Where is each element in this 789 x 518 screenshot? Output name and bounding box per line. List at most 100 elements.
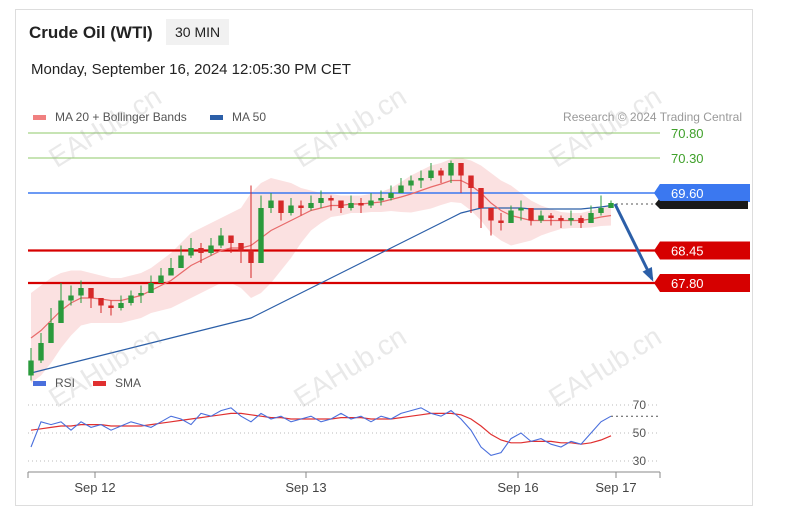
candle-body: [408, 180, 414, 186]
x-tick-label: Sep 16: [497, 480, 538, 495]
candle-body: [188, 248, 194, 256]
candle-body: [558, 218, 564, 221]
candle-body: [98, 298, 104, 306]
candle-body: [348, 203, 354, 208]
instrument-title: Crude Oil (WTI): [29, 23, 153, 42]
candle-body: [538, 215, 544, 221]
watermark-text: EAHub.cn: [43, 80, 166, 173]
timeframe-badge[interactable]: 30 MIN: [166, 19, 230, 45]
candle-body: [458, 163, 464, 176]
candle-body: [318, 198, 324, 203]
candle-body: [118, 303, 124, 308]
x-tick-label: Sep 13: [285, 480, 326, 495]
candle-body: [258, 208, 264, 263]
candle-body: [248, 250, 254, 263]
candle-body: [368, 200, 374, 206]
candle-body: [108, 305, 114, 308]
candle-body: [128, 295, 134, 303]
candle-body: [508, 210, 514, 223]
ma50-line: [30, 204, 612, 374]
candle-body: [288, 205, 294, 213]
ma20-swatch: [33, 114, 46, 120]
candle-body: [278, 200, 284, 213]
candle-body: [518, 208, 524, 211]
projection-arrow-head: [642, 267, 654, 282]
candle-body: [488, 208, 494, 221]
x-tick-label: Sep 17: [595, 480, 636, 495]
candle-body: [228, 235, 234, 243]
research-credit: Research © 2024 Trading Central: [563, 110, 742, 124]
legend-label-sma: SMA: [115, 376, 142, 390]
rsi-tick-50: 50: [633, 426, 647, 440]
candle-body: [608, 203, 614, 208]
candles: [28, 160, 614, 381]
rsi-line: [30, 407, 612, 457]
legend-label-ma50: MA 50: [232, 110, 267, 124]
candle-body: [138, 293, 144, 296]
datetime-label: Monday, September 16, 2024 12:05:30 PM C…: [31, 61, 351, 78]
candle-body: [238, 243, 244, 251]
watermark-text: EAHub.cn: [288, 80, 411, 173]
candle-body: [28, 360, 34, 376]
legend-item-sma[interactable]: SMA: [93, 376, 141, 390]
candle-body: [498, 220, 504, 223]
candle-body: [148, 283, 154, 293]
candle-body: [528, 208, 534, 221]
level-label-70.80: 70.80: [671, 126, 704, 141]
ma50-swatch: [210, 114, 223, 120]
projection-arrow-shaft: [613, 203, 654, 280]
candle-body: [388, 193, 394, 198]
candle-body: [158, 275, 164, 283]
watermark-text: EAHub.cn: [543, 320, 666, 413]
candle-body: [268, 200, 274, 208]
candle-body: [418, 178, 424, 181]
legend-item-ma50[interactable]: MA 50: [210, 110, 266, 124]
candle-body: [548, 215, 554, 218]
x-tick-label: Sep 12: [74, 480, 115, 495]
legend-label-ma20: MA 20 + Bollinger Bands: [55, 110, 187, 124]
rsi-swatch: [33, 380, 46, 386]
candle-body: [308, 203, 314, 208]
candle-body: [338, 200, 344, 208]
pivot-tag-front: [654, 184, 750, 201]
candle-body: [448, 163, 454, 176]
legend-item-ma20[interactable]: MA 20 + Bollinger Bands: [33, 110, 187, 124]
candle-body: [468, 175, 474, 188]
watermark-text: EAHub.cn: [543, 80, 666, 173]
candle-body: [438, 170, 444, 176]
rsi-tick-30: 30: [633, 454, 647, 468]
candle-body: [328, 198, 334, 201]
level-label-68.45: 68.45: [671, 244, 704, 259]
sma-line: [30, 412, 612, 445]
candle-body: [58, 300, 64, 323]
candle-body: [178, 255, 184, 268]
candle-body: [168, 268, 174, 276]
candle-body: [428, 170, 434, 178]
candle-body: [578, 218, 584, 223]
candle-body: [218, 235, 224, 246]
candle-body: [598, 208, 604, 213]
chart-card: [15, 9, 753, 506]
watermark-text: EAHub.cn: [288, 320, 411, 413]
level-tag-68.45: [654, 241, 750, 260]
candle-body: [568, 218, 574, 221]
level-label-70.30: 70.30: [671, 151, 704, 166]
candle-body: [478, 188, 484, 208]
candle-body: [38, 343, 44, 361]
candle-body: [398, 185, 404, 193]
sma-swatch: [93, 380, 106, 386]
legend-label-rsi: RSI: [55, 376, 76, 390]
rsi-tick-70: 70: [633, 398, 647, 412]
candle-body: [68, 295, 74, 301]
candle-body: [48, 323, 54, 343]
candle-body: [78, 288, 84, 296]
candle-body: [88, 288, 94, 298]
candle-body: [198, 248, 204, 253]
level-label-67.80: 67.80: [671, 276, 704, 291]
level-tag-67.80: [654, 274, 750, 292]
legend-item-rsi[interactable]: RSI: [33, 376, 75, 390]
candle-body: [298, 205, 304, 208]
pivot-label-front: 69.60: [671, 186, 704, 201]
candle-body: [588, 213, 594, 223]
